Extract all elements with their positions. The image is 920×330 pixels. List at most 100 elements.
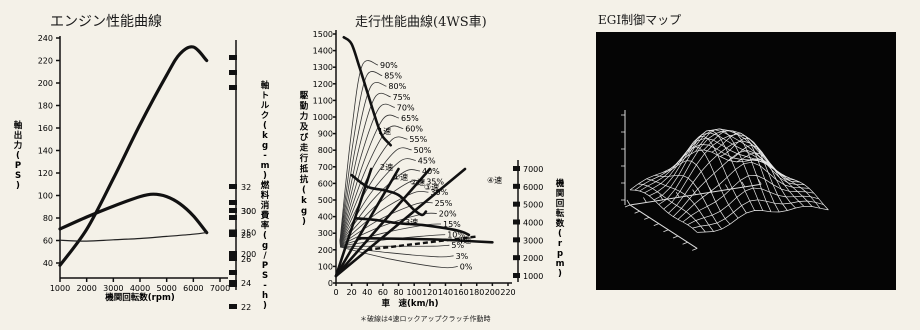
- egi-mesh-col: [629, 189, 698, 233]
- svg-text:): ): [263, 301, 267, 311]
- egi-base-tick: [643, 197, 647, 203]
- resistance-curve: [339, 234, 446, 247]
- egi-base-tick: [644, 217, 650, 220]
- grade-label: 25%: [435, 199, 453, 208]
- svg-text:動: 動: [300, 101, 309, 112]
- lockup-gear-label: ④速: [487, 176, 502, 185]
- egi-base-tick: [741, 181, 746, 188]
- svg-text:走: 走: [299, 143, 309, 154]
- engine-x-tick-label: 3000: [103, 284, 123, 293]
- svg-text:転: 転: [556, 208, 565, 219]
- svg-text:び: び: [300, 132, 309, 143]
- drive-x-tick-label: 220: [500, 288, 515, 297]
- drive-rpm-tick-label: 1000: [523, 272, 543, 281]
- svg-text:燃: 燃: [261, 180, 270, 191]
- engine-power-tick-label: 200: [38, 79, 53, 88]
- drive-rpm-tick-label: 2000: [523, 254, 543, 263]
- drive-y-tick-label: 500: [318, 196, 333, 205]
- egi-base-tick: [663, 229, 669, 233]
- resistance-curve: [339, 103, 395, 243]
- egi-mesh-col: [662, 160, 731, 225]
- svg-text:m: m: [261, 161, 270, 171]
- svg-text:): ): [16, 181, 20, 191]
- grade-label: 75%: [393, 93, 411, 102]
- engine-power-tick-label: 160: [38, 124, 53, 133]
- engine-power-tick-label: 100: [38, 192, 53, 201]
- engine-axis-mark: [229, 85, 237, 90]
- svg-text:): ): [302, 217, 306, 227]
- svg-text:r: r: [558, 239, 563, 249]
- grade-label: 45%: [418, 156, 436, 165]
- egi-mesh-col: [670, 146, 739, 219]
- egi-base-tick: [626, 199, 631, 206]
- egi-base-tick: [659, 194, 664, 201]
- gear-label: 3速: [405, 218, 418, 227]
- drive-rpm-tick-label: 3000: [523, 236, 543, 245]
- grade-label: 10%: [447, 231, 465, 240]
- drive-rpm-axis-label: 機関回転数(rpm): [556, 178, 565, 279]
- drive-rpm-tick: [513, 273, 520, 278]
- drive-x-axis-label: 車 速(km/h): [382, 298, 439, 309]
- resistance-curve: [339, 190, 429, 246]
- driving-chart-title: 走行性能曲線(4WS車): [355, 15, 487, 30]
- resistance-curve: [339, 147, 412, 244]
- drive-y-tick-label: 1000: [313, 113, 333, 122]
- egi-mesh-col: [646, 178, 714, 232]
- engine-torque-tick-label: 30: [241, 207, 251, 216]
- drive-y-tick-label: 1300: [313, 63, 333, 72]
- lockup-gear-label: ③速: [424, 183, 439, 192]
- egi-mesh-col: [711, 132, 780, 213]
- svg-text:): ): [558, 269, 562, 279]
- svg-text:率: 率: [261, 220, 270, 231]
- egi-mesh-col: [638, 183, 706, 233]
- engine-x-tick-label: 2000: [76, 284, 96, 293]
- engine-fuel-tick: [229, 208, 237, 213]
- engine-torque-tick-label: 24: [241, 279, 251, 288]
- drive-x-tick-label: 20: [347, 288, 357, 297]
- engine-axis-mark: [229, 200, 237, 205]
- engine-fuel-curve: [59, 231, 207, 242]
- grade-label: 3%: [456, 252, 469, 261]
- engine-power-tick-label: 180: [38, 102, 53, 111]
- svg-text:料: 料: [261, 190, 270, 201]
- drive-y-tick-label: 0: [328, 279, 333, 288]
- gear-rpm-line: [334, 167, 373, 278]
- egi-base-tick: [624, 204, 631, 208]
- svg-text:(: (: [302, 186, 306, 196]
- svg-text:k: k: [301, 196, 307, 206]
- svg-text:抗: 抗: [300, 174, 309, 185]
- driving-note: ＊破線は4速ロックアップクラッチ作動時: [360, 315, 491, 323]
- svg-text:S: S: [15, 171, 21, 181]
- egi-mesh-col: [728, 144, 796, 209]
- engine-fuel-tick-label: 200: [241, 250, 256, 259]
- egi-base-tick: [692, 189, 696, 195]
- drive-x-tick-label: 160: [453, 288, 468, 297]
- drive-rpm-tick-label: 7000: [523, 165, 543, 174]
- egi-wireframe: [629, 128, 829, 233]
- svg-text:ク: ク: [261, 110, 270, 121]
- svg-text:力: 力: [14, 140, 23, 151]
- drive-rpm-tick-label: 5000: [523, 201, 543, 210]
- engine-torque-tick-label: 28: [241, 231, 251, 240]
- drive-y-tick-label: 400: [318, 213, 333, 222]
- engine-torque-tick: [229, 184, 237, 189]
- engine-axis-mark: [229, 270, 237, 275]
- egi-base-tick: [757, 178, 762, 185]
- egi-base-tick: [653, 223, 659, 226]
- gear-label: 1速: [378, 127, 391, 136]
- svg-text:): ): [263, 171, 267, 181]
- grade-label: 40%: [422, 167, 440, 176]
- egi-base-tick: [675, 191, 680, 198]
- grade-label: 35%: [426, 178, 444, 187]
- resistance-curve: [339, 114, 400, 243]
- egi-base-tick: [634, 210, 640, 214]
- drive-x-tick-label: 40: [362, 288, 372, 297]
- engine-power-tick-label: 120: [38, 169, 53, 178]
- drive-x-tick-label: 80: [393, 288, 403, 297]
- engine-power-tick-label: 140: [38, 147, 53, 156]
- resistance-curve: [339, 60, 379, 241]
- svg-text:機: 機: [556, 178, 565, 189]
- resistance-curve: [339, 246, 454, 258]
- egi-mesh-col: [736, 152, 805, 207]
